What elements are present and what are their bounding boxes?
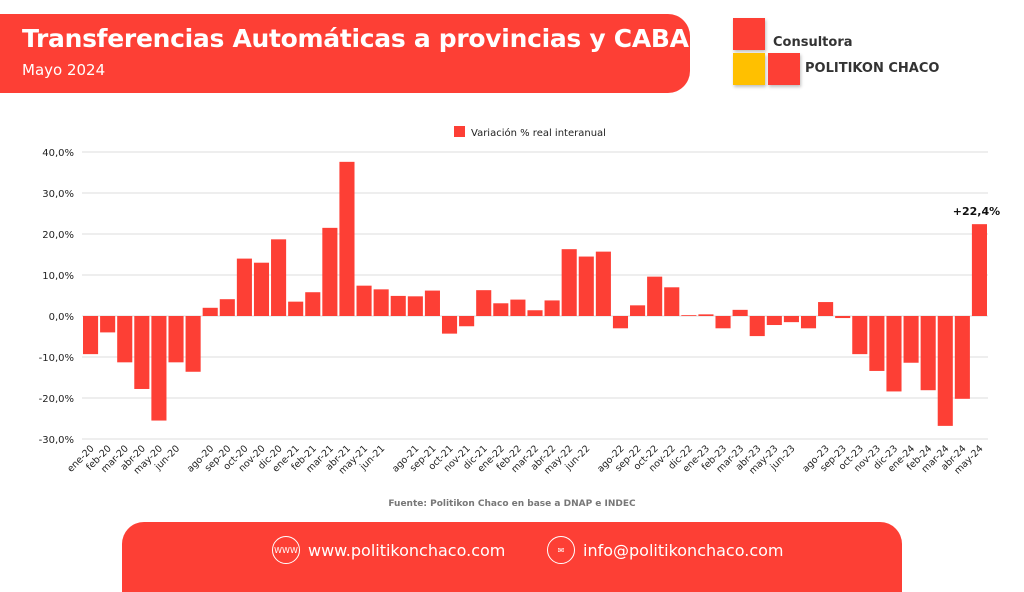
bar bbox=[288, 301, 304, 316]
title-banner: Transferencias Automáticas a provincias … bbox=[0, 14, 690, 93]
bar bbox=[151, 316, 167, 421]
legend-swatch bbox=[454, 126, 465, 137]
bar bbox=[630, 305, 646, 316]
bar bbox=[83, 316, 99, 355]
y-tick-label: 10,0% bbox=[42, 271, 74, 282]
bar bbox=[852, 316, 868, 355]
y-tick-label: -10,0% bbox=[39, 353, 74, 364]
bar bbox=[766, 316, 782, 326]
page-subtitle: Mayo 2024 bbox=[22, 61, 106, 79]
bar bbox=[339, 161, 355, 316]
bar bbox=[647, 276, 663, 316]
bar bbox=[219, 299, 235, 316]
page-title: Transferencias Automáticas a provincias … bbox=[22, 24, 689, 53]
logo-text-consultora: Consultora bbox=[773, 35, 853, 50]
bar bbox=[476, 290, 492, 316]
bar bbox=[356, 285, 372, 316]
bar bbox=[236, 258, 252, 316]
logo-text-name: POLITIKON CHACO bbox=[805, 61, 940, 76]
bar bbox=[373, 289, 389, 316]
bar bbox=[424, 290, 440, 316]
bar bbox=[783, 316, 799, 323]
footer: WWW www.politikonchaco.com ✉ info@politi… bbox=[122, 522, 902, 592]
bar bbox=[971, 224, 987, 316]
logo-square-red-right bbox=[768, 53, 800, 85]
email-text: info@politikonchaco.com bbox=[583, 540, 784, 560]
globe-www-icon: WWW bbox=[272, 536, 300, 564]
bar bbox=[493, 303, 509, 316]
bar bbox=[407, 296, 423, 316]
y-tick-label: 40,0% bbox=[42, 148, 74, 159]
bar bbox=[800, 316, 817, 329]
bar bbox=[937, 316, 953, 426]
bar bbox=[510, 299, 526, 316]
bar bbox=[920, 316, 936, 391]
bar bbox=[459, 316, 475, 327]
bar bbox=[305, 292, 321, 316]
bar bbox=[612, 316, 629, 329]
envelope-icon: ✉ bbox=[547, 536, 575, 564]
bar bbox=[390, 295, 406, 316]
bar bbox=[595, 251, 611, 316]
bar bbox=[527, 310, 543, 316]
y-tick-label: 30,0% bbox=[42, 189, 74, 200]
bar bbox=[168, 316, 184, 363]
bar-chart: -30,0% -20,0% -10,0% 0,0% 10,0% 20,0% 30,0% 40,… bbox=[39, 126, 1000, 477]
bar bbox=[749, 316, 765, 337]
logo: Consultora POLITIKON CHACO bbox=[733, 18, 973, 88]
logo-square-red-top bbox=[733, 18, 765, 50]
y-tick-label: 20,0% bbox=[42, 230, 74, 241]
bar bbox=[954, 316, 970, 399]
bar bbox=[185, 316, 201, 372]
bar bbox=[715, 316, 731, 329]
legend-label: Variación % real interanual bbox=[471, 127, 606, 139]
data-label: +22,4% bbox=[953, 205, 1000, 218]
bar bbox=[561, 249, 577, 316]
source-note: Fuente: Politikon Chaco en base a DNAP e… bbox=[388, 499, 636, 509]
bar bbox=[441, 316, 458, 334]
bar bbox=[869, 316, 885, 371]
bar bbox=[322, 227, 338, 316]
bar bbox=[578, 256, 594, 316]
bar bbox=[664, 287, 680, 316]
y-tick-label: -20,0% bbox=[39, 394, 74, 405]
bar bbox=[134, 316, 150, 389]
bar bbox=[835, 316, 851, 319]
website-text: www.politikonchaco.com bbox=[308, 540, 506, 560]
bar bbox=[202, 307, 218, 316]
bar bbox=[681, 315, 697, 316]
bar bbox=[544, 300, 560, 316]
y-tick-label: 0,0% bbox=[49, 312, 74, 323]
bar bbox=[271, 239, 287, 316]
bar bbox=[886, 316, 902, 392]
bar bbox=[818, 302, 834, 316]
bar bbox=[100, 316, 116, 333]
bar bbox=[253, 262, 270, 316]
email-link[interactable]: ✉ info@politikonchaco.com bbox=[547, 536, 784, 564]
bar bbox=[732, 309, 748, 316]
logo-square-yellow bbox=[733, 53, 765, 85]
y-tick-label: -30,0% bbox=[39, 435, 74, 446]
bar bbox=[698, 314, 714, 316]
bar bbox=[117, 316, 133, 363]
bar bbox=[903, 316, 919, 363]
website-link[interactable]: WWW www.politikonchaco.com bbox=[272, 536, 505, 564]
